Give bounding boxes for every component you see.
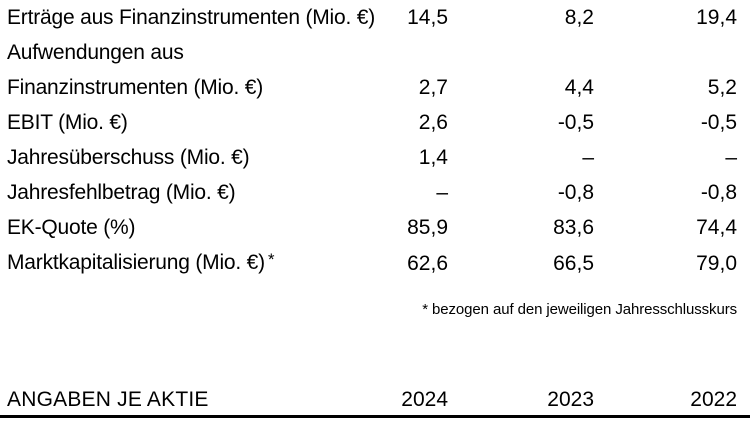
value-2022: 74,4: [696, 216, 737, 239]
value-2023: 83,6: [553, 216, 594, 239]
value-2024: 62,6: [407, 252, 448, 275]
section-header-angaben-je-aktie: ANGABEN JE AKTIE 2024 2023 2022: [0, 388, 750, 418]
table-row: Aufwendungen aus Finanzinstrumenten (Mio…: [7, 35, 737, 105]
value-2022: –: [725, 146, 737, 169]
row-label: Marktkapitalisierung (Mio. €) *: [7, 245, 302, 281]
value-2024: 2,7: [418, 76, 448, 99]
value-2022: 19,4: [696, 6, 737, 29]
value-2023: -0,8: [557, 181, 594, 204]
row-label: EBIT (Mio. €): [7, 111, 128, 134]
year-column-2024: 2024: [401, 388, 448, 411]
value-2023: 8,2: [564, 6, 594, 29]
table-row: EK-Quote (%) 85,9 83,6 74,4: [7, 210, 737, 245]
value-2024: 14,5: [407, 6, 448, 29]
value-2023: –: [582, 146, 594, 169]
value-2024: 1,4: [418, 146, 448, 169]
value-2023: 4,4: [564, 76, 594, 99]
row-label: EK-Quote (%): [7, 216, 136, 239]
table-row: Marktkapitalisierung (Mio. €) * 62,6 66,5…: [7, 245, 737, 281]
section-title: ANGABEN JE AKTIE: [7, 388, 209, 411]
year-column-2023: 2023: [547, 388, 594, 411]
value-2024: –: [436, 181, 448, 204]
value-2022: 79,0: [696, 252, 737, 275]
value-2022: -0,5: [700, 111, 737, 134]
key-figures-table: Erträge aus Finanzinstrumenten (Mio. €) …: [7, 0, 737, 281]
table-row: EBIT (Mio. €) 2,6 -0,5 -0,5: [7, 105, 737, 140]
value-2022: 5,2: [707, 76, 737, 99]
row-label-line1: Aufwendungen aus: [7, 41, 184, 64]
row-label-text: Marktkapitalisierung (Mio. €): [7, 251, 265, 274]
value-2023: -0,5: [557, 111, 594, 134]
value-2023: 66,5: [553, 252, 594, 275]
value-2024: 2,6: [418, 111, 448, 134]
table-row: Jahresüberschuss (Mio. €) 1,4 – –: [7, 140, 737, 175]
row-label: Erträge aus Finanzinstrumenten (Mio. €): [7, 6, 376, 29]
value-2024: 85,9: [407, 216, 448, 239]
value-2022: -0,8: [700, 181, 737, 204]
row-label: Jahresfehlbetrag (Mio. €): [7, 181, 236, 204]
row-label: Jahresüberschuss (Mio. €): [7, 146, 250, 169]
year-column-2022: 2022: [690, 388, 737, 411]
footnote-marker: *: [267, 250, 275, 269]
row-label-line2: Finanzinstrumenten (Mio. €): [7, 76, 264, 99]
table-row: Erträge aus Finanzinstrumenten (Mio. €) …: [7, 0, 737, 35]
row-label: Aufwendungen aus Finanzinstrumenten (Mio…: [7, 35, 302, 105]
table-footnote: * bezogen auf den jeweiligen Jahresschlu…: [422, 301, 737, 318]
table-row: Jahresfehlbetrag (Mio. €) – -0,8 -0,8: [7, 175, 737, 210]
